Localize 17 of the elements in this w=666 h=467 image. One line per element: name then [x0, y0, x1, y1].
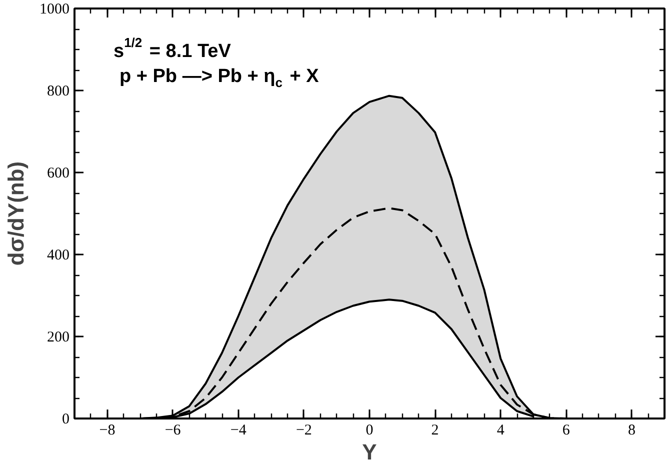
y-tick-label: 200: [47, 330, 70, 346]
x-tick-label: −2: [296, 422, 312, 438]
x-tick-label: −6: [164, 422, 182, 438]
x-tick-label: 8: [628, 422, 636, 438]
x-tick-label: −4: [230, 422, 247, 438]
y-tick-label: 600: [47, 166, 70, 182]
y-tick-label: 1000: [40, 2, 70, 18]
x-tick-label: 2: [431, 422, 439, 438]
x-tick-label: 6: [562, 422, 570, 438]
x-tick-label: −8: [99, 422, 116, 438]
x-tick-label: 4: [496, 422, 505, 438]
x-tick-label: 0: [366, 422, 374, 438]
y-tick-label: 800: [47, 84, 70, 100]
y-tick-label: 400: [47, 248, 70, 264]
y-axis-title: dσ/dY(nb): [4, 161, 28, 266]
y-tick-label: 0: [62, 412, 70, 428]
x-axis-title: Y: [362, 440, 378, 464]
